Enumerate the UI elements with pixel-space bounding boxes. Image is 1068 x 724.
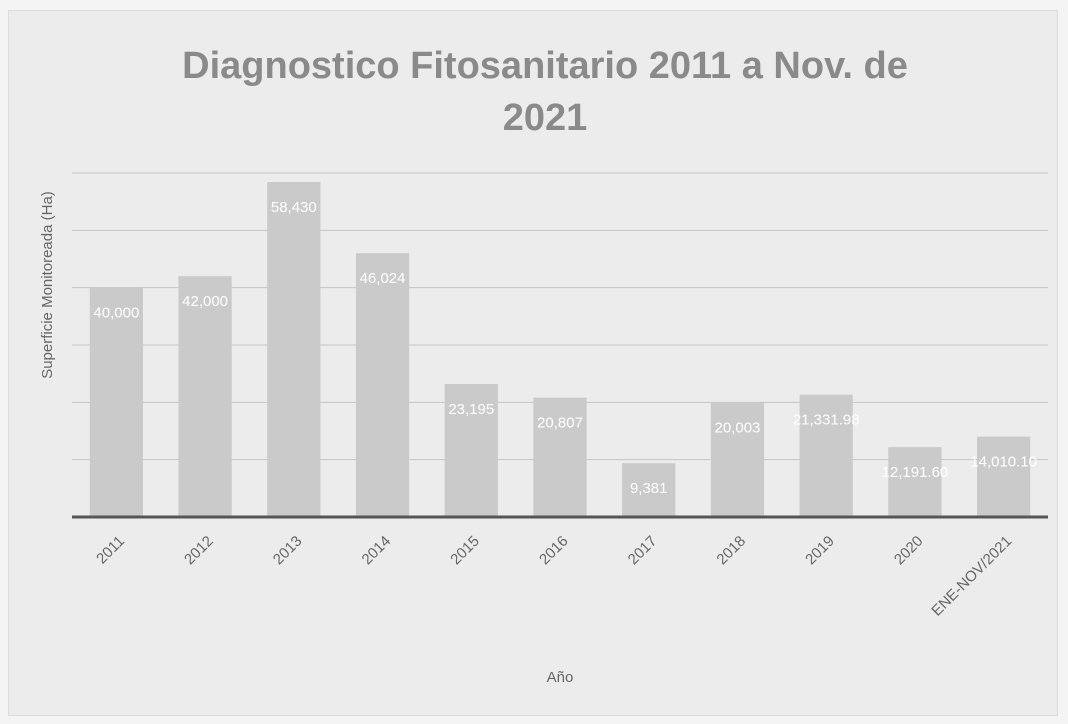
x-tick-label: 2016 <box>536 533 572 569</box>
x-tick-label: 2012 <box>181 533 217 569</box>
data-label: 9,381 <box>630 480 668 497</box>
data-label: 46,024 <box>360 270 406 287</box>
data-label: 20,807 <box>537 415 583 432</box>
bar <box>178 276 232 517</box>
chart-title: Diagnostico Fitosanitario 2011 a Nov. de… <box>182 45 908 139</box>
y-axis-label: Superficie Monitoreada (Ha) <box>39 191 56 379</box>
bar <box>888 447 942 517</box>
data-label: 58,430 <box>271 199 317 216</box>
data-label: 40,000 <box>93 305 139 322</box>
data-label: 20,003 <box>715 419 761 436</box>
x-tick-label: 2011 <box>93 533 128 568</box>
bar <box>89 287 143 517</box>
bar <box>622 463 676 517</box>
bar <box>799 394 853 517</box>
x-tick-label: ENE-NOV/2021 <box>928 533 1015 620</box>
data-label: 14,010.10 <box>970 454 1037 471</box>
x-axis-label: Año <box>547 669 574 686</box>
x-tick-label: 2013 <box>270 533 306 569</box>
x-tick-label: 2014 <box>359 533 395 569</box>
bar <box>533 397 587 517</box>
bar <box>267 182 321 517</box>
bar <box>710 402 765 517</box>
bar <box>977 436 1031 517</box>
x-tick-label: 2015 <box>447 533 483 569</box>
bar <box>444 384 498 517</box>
data-label: 12,191.60 <box>882 464 949 481</box>
x-tick-label: 2018 <box>713 533 749 569</box>
x-tick-label: 2017 <box>625 533 661 569</box>
data-label: 21,331.98 <box>793 412 860 429</box>
data-label: 42,000 <box>182 293 228 310</box>
data-label: 23,195 <box>448 401 494 418</box>
x-tick-label: 2019 <box>802 533 838 569</box>
x-tick-label: 2020 <box>891 533 927 569</box>
bar <box>355 253 410 517</box>
